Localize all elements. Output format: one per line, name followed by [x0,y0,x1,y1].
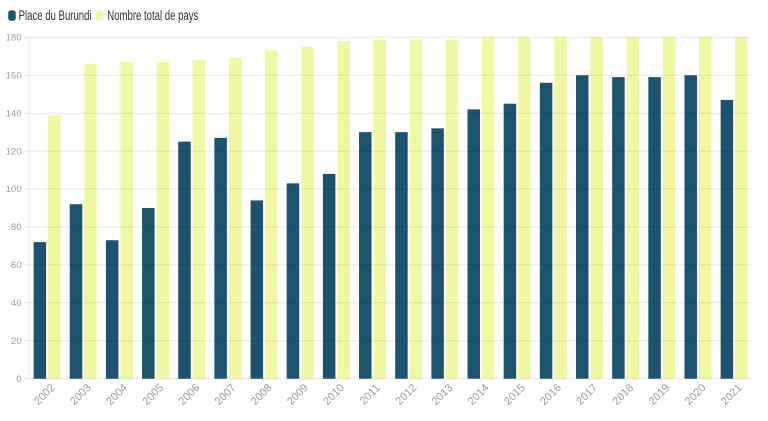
svg-text:40: 40 [11,298,22,309]
svg-text:Place du Burundi: Place du Burundi [19,8,92,23]
svg-text:20: 20 [11,336,22,347]
svg-text:Nombre total de pays: Nombre total de pays [107,8,198,23]
svg-text:100: 100 [6,184,22,195]
svg-text:140: 140 [6,108,22,119]
svg-text:80: 80 [11,222,22,233]
svg-text:0: 0 [16,374,21,385]
svg-text:180: 180 [6,33,22,44]
svg-text:120: 120 [6,146,22,157]
svg-text:60: 60 [11,260,22,271]
svg-text:160: 160 [6,70,22,81]
